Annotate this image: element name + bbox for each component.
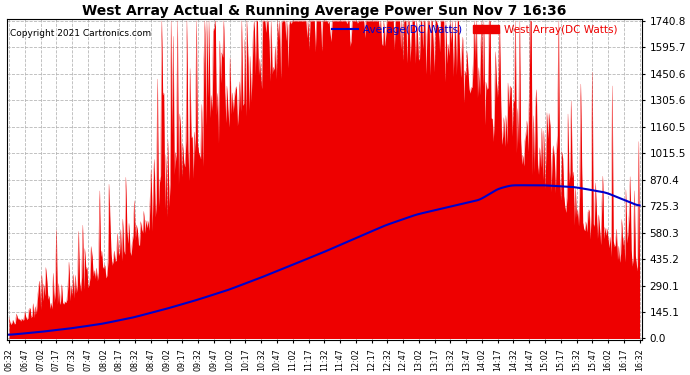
Text: Copyright 2021 Cartronics.com: Copyright 2021 Cartronics.com — [10, 29, 151, 38]
Legend: Average(DC Watts), West Array(DC Watts): Average(DC Watts), West Array(DC Watts) — [332, 24, 618, 34]
Title: West Array Actual & Running Average Power Sun Nov 7 16:36: West Array Actual & Running Average Powe… — [82, 4, 566, 18]
